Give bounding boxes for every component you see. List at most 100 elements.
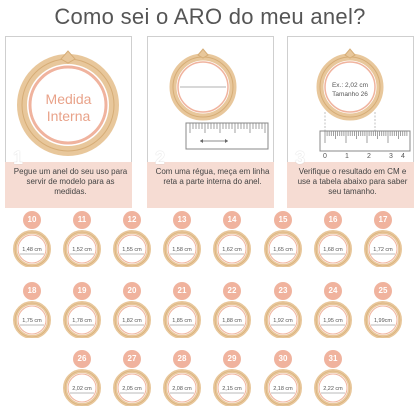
step-1-number: 1 [13, 148, 24, 168]
ring-ruler-icon [169, 48, 269, 150]
ring-size-cm: 2,05 cm [122, 386, 142, 392]
ring-size-cm: 1,48 cm [22, 247, 42, 253]
ring-icon [314, 230, 352, 267]
ring-size-cm: 1,55 cm [122, 247, 142, 253]
ring-size-badge: 21 [173, 282, 191, 300]
ring-size-badge: 23 [274, 282, 292, 300]
ring-size-item: 28 2,08 cm [160, 350, 204, 406]
ring-size-badge: 25 [374, 282, 392, 300]
ring-size-item: 21 1,85 cm [160, 282, 204, 338]
ring-size-badge: 14 [223, 211, 241, 229]
ring-size-cm: 1,68 cm [323, 247, 343, 253]
ring-size-cm: 2,02 cm [72, 386, 92, 392]
ring-size-badge: 13 [173, 211, 191, 229]
ring-size-badge: 12 [123, 211, 141, 229]
step-2-text: Com uma régua, meça em linha reta a part… [155, 167, 270, 186]
ring-icon [213, 301, 251, 338]
ring-size-item: 10 1,48 cm [10, 211, 54, 267]
ring-size-item: 25 1,99cm [361, 282, 405, 338]
ring-size-cm: 1,88 cm [222, 318, 242, 324]
ring-size-item: 11 1,52 cm [60, 211, 104, 267]
ring-size-item: 22 1,88 cm [210, 282, 254, 338]
ring-size-item: 12 1,55 cm [110, 211, 154, 267]
ring-size-badge: 30 [274, 350, 292, 368]
step-3-illustration: Ex.: 2,02 cm Tamanho 26 0 1 2 3 4 [287, 36, 414, 163]
step-1-illustration: Medida Interna [5, 36, 132, 163]
ring-size-badge: 15 [274, 211, 292, 229]
ring-size-cm: 1,85 cm [172, 318, 192, 324]
ruler-tick-label-4: 4 [401, 153, 405, 160]
ring-size-item: 20 1,82 cm [110, 282, 154, 338]
ring-size-item: 26 2,02 cm [60, 350, 104, 406]
ring-icon [63, 230, 101, 267]
step-1: Medida Interna 1 Pegue um anel do seu us… [5, 36, 132, 208]
step-3-text: Verifique o resultado em CM e use a tabe… [297, 167, 408, 196]
ring-size-cm: 1,52 cm [72, 247, 92, 253]
ring-size-cm: 2,18 cm [273, 386, 293, 392]
step-2-panel [147, 162, 274, 208]
ring-icon [163, 301, 201, 338]
ring-size-item: 17 1,72 cm [361, 211, 405, 267]
ring-icon [163, 369, 201, 406]
ring-size-cm: 2,15 cm [222, 386, 242, 392]
ring-size-item: 29 2,15 cm [210, 350, 254, 406]
ring-size-badge: 24 [324, 282, 342, 300]
ring-icon [13, 230, 51, 267]
ring-size-cm: 1,99cm [373, 318, 393, 324]
ring-icon [163, 230, 201, 267]
ring-size-badge: 18 [23, 282, 41, 300]
ring-size-item: 18 1,75 cm [10, 282, 54, 338]
ring-size-badge: 29 [223, 350, 241, 368]
ring-size-item: 14 1,62 cm [210, 211, 254, 267]
ring-size-badge: 27 [123, 350, 141, 368]
step-3-number: 3 [295, 148, 306, 168]
ring-icon [264, 230, 302, 267]
step-3: Ex.: 2,02 cm Tamanho 26 0 1 2 3 4 3 Veri… [287, 36, 414, 208]
ring-size-cm: 1,78 cm [72, 318, 92, 324]
ring-size-badge: 10 [23, 211, 41, 229]
ring-size-badge: 19 [73, 282, 91, 300]
ring-size-item: 13 1,58 cm [160, 211, 204, 267]
ring-size-cm: 1,65 cm [273, 247, 293, 253]
step-1-panel [5, 162, 132, 208]
ring-icon [63, 369, 101, 406]
step-1-text: Pegue um anel do seu uso para servir de … [13, 167, 128, 196]
ring-size-item: 19 1,78 cm [60, 282, 104, 338]
ring-icon [213, 230, 251, 267]
ring-icon [314, 369, 352, 406]
ring-size-cm: 2,08 cm [172, 386, 192, 392]
ring-size-cm: 1,95 cm [323, 318, 343, 324]
step-2: 2 Com uma régua, meça em linha reta a pa… [147, 36, 274, 208]
ruler-tick-label-0: 0 [323, 153, 327, 160]
ring-result-icon [316, 48, 411, 152]
ring-size-item: 31 2,22 cm [311, 350, 355, 406]
example-measure: Ex.: 2,02 cm [331, 82, 369, 89]
ring-icon [264, 369, 302, 406]
ring-size-cm: 1,82 cm [122, 318, 142, 324]
ring-size-cm: 1,75 cm [22, 318, 42, 324]
ring-size-badge: 11 [73, 211, 91, 229]
ring-size-item: 30 2,18 cm [261, 350, 305, 406]
ring-icon [113, 369, 151, 406]
step-2-illustration [147, 36, 274, 163]
ring-icon [264, 301, 302, 338]
ring-size-cm: 1,92 cm [273, 318, 293, 324]
ring-size-cm: 1,72 cm [373, 247, 393, 253]
ring-icon [314, 301, 352, 338]
measure-label-line2: Interna [46, 108, 91, 124]
example-size: Tamanho 26 [332, 91, 368, 98]
ruler-tick-label-1: 1 [345, 153, 349, 160]
ring-icon [63, 301, 101, 338]
ring-size-badge: 26 [73, 350, 91, 368]
page-title: Como sei o ARO do meu anel? [54, 4, 366, 29]
ring-size-cm: 2,22 cm [323, 386, 343, 392]
ring-icon [13, 301, 51, 338]
ring-icon [113, 230, 151, 267]
ring-size-badge: 22 [223, 282, 241, 300]
ring-size-item: 16 1,68 cm [311, 211, 355, 267]
ring-icon [364, 301, 402, 338]
ring-size-item: 15 1,65 cm [261, 211, 305, 267]
ring-size-badge: 17 [374, 211, 392, 229]
ring-front-icon [17, 50, 119, 156]
ruler-tick-label-3: 3 [389, 153, 393, 160]
